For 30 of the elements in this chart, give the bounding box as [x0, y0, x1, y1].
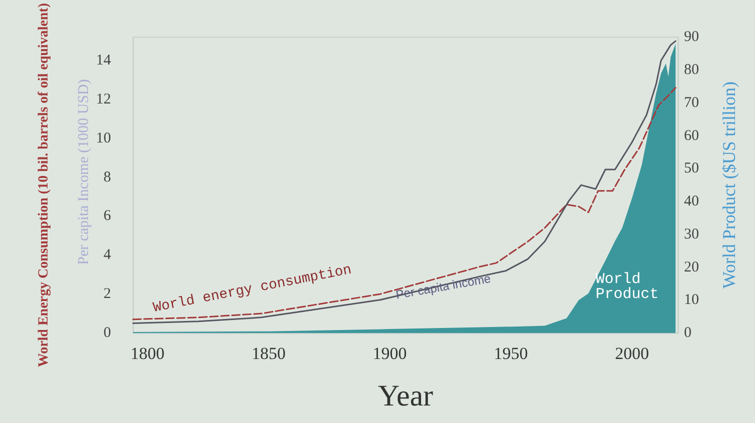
- x-tick-label: 2000: [614, 344, 649, 363]
- y2-tick-label: 20: [684, 259, 699, 276]
- y-tick-label: 2: [104, 286, 111, 302]
- y2-tick-label: 0: [684, 325, 692, 341]
- y-tick-label: 0: [104, 325, 111, 341]
- text: Per capita Income (1000 USD): [76, 79, 92, 265]
- y2-tick-label: 60: [684, 128, 699, 144]
- y-tick-label: 4: [104, 247, 112, 264]
- y2-tick-label: 80: [684, 62, 699, 78]
- y-tick-label: 14: [96, 52, 112, 69]
- y2-axis-title: World Product ($US trillion): [719, 82, 739, 289]
- y-tick-label: 8: [104, 169, 111, 186]
- y2-tick-label: 90: [684, 29, 699, 46]
- text: Per capita income: [394, 271, 492, 302]
- y2-tick-label: 50: [684, 160, 699, 177]
- x-tick-label: 1850: [252, 344, 286, 363]
- x-tick-label: 1800: [130, 344, 165, 363]
- y2-tick-label: 40: [684, 194, 699, 210]
- y-tick-label: 12: [96, 91, 111, 108]
- y-tick-label: 10: [96, 130, 111, 146]
- y2-tick-label: 30: [684, 226, 699, 242]
- x-tick-label: 1900: [372, 344, 407, 363]
- x-tick-label: 1950: [494, 344, 528, 363]
- series-label: World Product: [596, 271, 659, 304]
- y2-tick-label: 70: [684, 94, 699, 111]
- x-axis-title: Year: [378, 380, 434, 412]
- line-series: [132, 87, 676, 320]
- y-axis-title: World Energy Consumption (10 bil. barrels of oil equivalent): [36, 2, 52, 368]
- y2-tick-label: 10: [684, 292, 699, 308]
- y-tick-label: 6: [104, 208, 112, 224]
